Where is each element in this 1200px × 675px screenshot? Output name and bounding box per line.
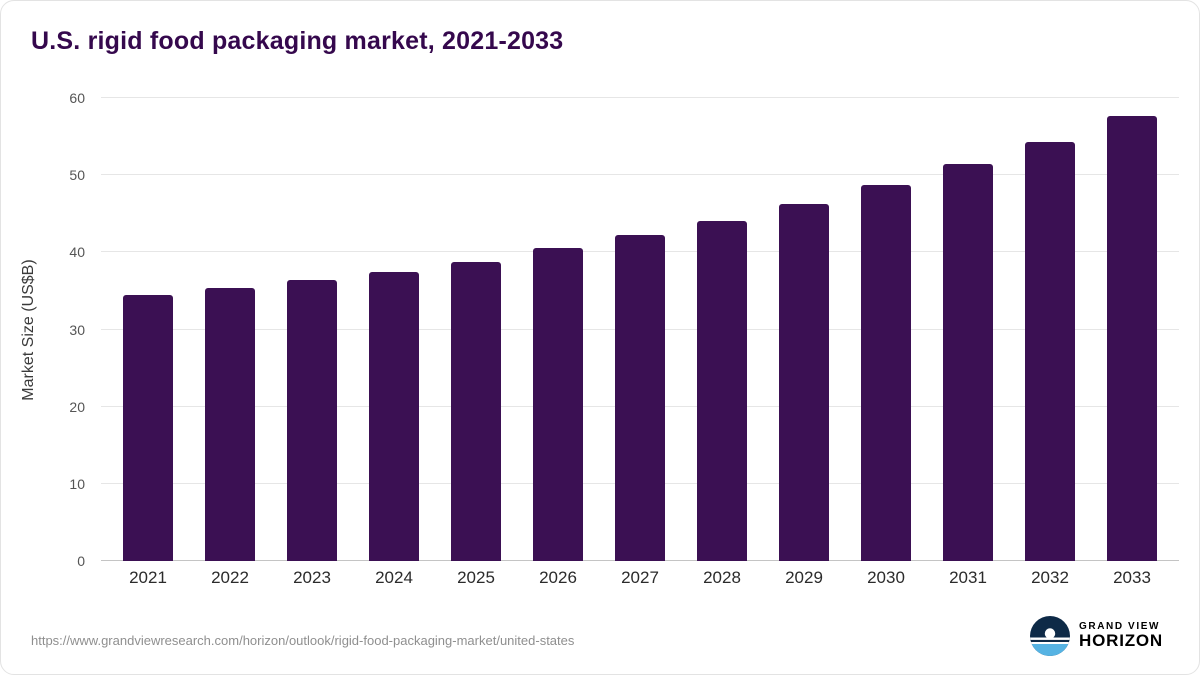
grand-view-horizon-logo: GRAND VIEW HORIZON [1030,616,1163,656]
bar-series [101,98,1179,561]
bar-2031 [943,164,993,561]
horizon-sun-icon [1030,616,1071,656]
bar-slot-2030 [845,98,927,561]
bar-2024 [369,271,419,561]
x-label-2032: 2032 [1031,568,1069,587]
x-label-2030: 2030 [867,568,905,587]
bar-slot-2022 [189,98,271,561]
y-tick-0: 0 [77,553,85,569]
x-label-2033: 2033 [1113,568,1151,587]
bar-slot-2026 [517,98,599,561]
bar-2032 [1025,142,1075,561]
plot-area [101,97,1179,561]
bar-2025 [451,261,501,561]
bar-slot-2033 [1091,98,1173,561]
x-label-2025: 2025 [457,568,495,587]
bar-slot-2032 [1009,98,1091,561]
bar-2030 [861,185,911,561]
x-label-2022: 2022 [211,568,249,587]
y-axis-ticks: 0 10 20 30 40 50 60 [53,90,91,569]
gridline-60 [101,97,1179,98]
x-label-2027: 2027 [621,568,659,587]
bar-slot-2027 [599,98,681,561]
bar-2029 [779,203,829,561]
bar-2021 [123,294,173,561]
x-label-2028: 2028 [703,568,741,587]
x-label-2026: 2026 [539,568,577,587]
y-tick-20: 20 [69,398,85,415]
y-axis-label: Market Size (US$B) [20,259,37,401]
x-label-2024: 2024 [375,568,413,587]
y-tick-50: 50 [69,167,85,184]
bar-slot-2028 [681,98,763,561]
bar-slot-2023 [271,98,353,561]
bar-slot-2031 [927,98,1009,561]
x-label-2023: 2023 [293,568,331,587]
logo-grand-view: GRAND VIEW [1079,621,1161,633]
x-label-2021: 2021 [129,568,167,587]
bar-2033 [1107,115,1157,561]
x-label-2031: 2031 [949,568,987,587]
bar-2028 [697,220,747,561]
bar-slot-2024 [353,98,435,561]
y-tick-40: 40 [69,244,85,261]
y-tick-10: 10 [69,475,85,492]
x-axis-labels: 2021 2022 2023 2024 2025 2026 2027 2028 2029 2030… [101,568,1179,588]
logo-text: GRAND VIEW HORIZON [1079,621,1163,651]
bar-2022 [205,287,255,561]
y-tick-60: 60 [69,90,85,106]
bar-slot-2021 [107,98,189,561]
x-label-2029: 2029 [785,568,823,587]
bar-2023 [287,280,337,561]
bar-2026 [533,248,583,561]
source-url: https://www.grandviewresearch.com/horizo… [31,633,575,648]
bar-slot-2029 [763,98,845,561]
gridline-50 [101,174,1179,176]
bar-2027 [615,235,665,561]
bar-slot-2025 [435,98,517,561]
chart-title: U.S. rigid food packaging market, 2021-2… [31,27,564,55]
logo-horizon: HORIZON [1079,631,1163,651]
y-tick-30: 30 [69,321,85,338]
